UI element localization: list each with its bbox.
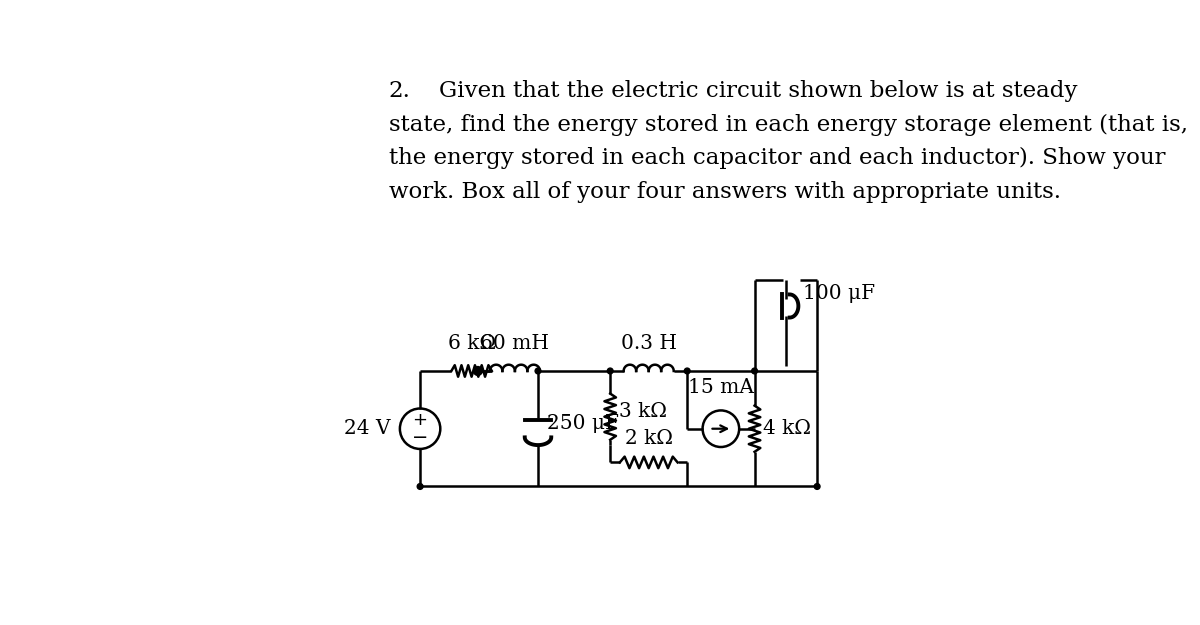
- Text: state, find the energy stored in each energy storage element (that is,: state, find the energy stored in each en…: [389, 114, 1188, 136]
- Text: 60 mH: 60 mH: [480, 334, 550, 352]
- Text: 2.: 2.: [389, 80, 410, 102]
- Circle shape: [535, 368, 541, 374]
- Text: 250 μF: 250 μF: [547, 414, 619, 433]
- Text: 3 kΩ: 3 kΩ: [619, 402, 667, 421]
- Text: 15 mA: 15 mA: [688, 378, 754, 397]
- Circle shape: [607, 368, 613, 374]
- Text: the energy stored in each capacitor and each inductor). Show your: the energy stored in each capacitor and …: [389, 147, 1165, 169]
- Text: +: +: [413, 411, 427, 429]
- Text: 4 kΩ: 4 kΩ: [763, 419, 811, 438]
- Text: work. Box all of your four answers with appropriate units.: work. Box all of your four answers with …: [389, 181, 1061, 203]
- Text: −: −: [412, 428, 428, 447]
- Circle shape: [475, 368, 481, 374]
- Circle shape: [418, 484, 422, 489]
- Circle shape: [815, 484, 820, 489]
- Text: 2 kΩ: 2 kΩ: [625, 429, 673, 448]
- Circle shape: [751, 368, 757, 374]
- Text: 6 kΩ: 6 kΩ: [448, 334, 496, 352]
- Text: 0.3 H: 0.3 H: [620, 334, 677, 352]
- Text: 100 μF: 100 μF: [803, 284, 875, 304]
- Circle shape: [684, 368, 690, 374]
- Text: Given that the electric circuit shown below is at steady: Given that the electric circuit shown be…: [439, 80, 1078, 102]
- Text: 24 V: 24 V: [343, 419, 390, 438]
